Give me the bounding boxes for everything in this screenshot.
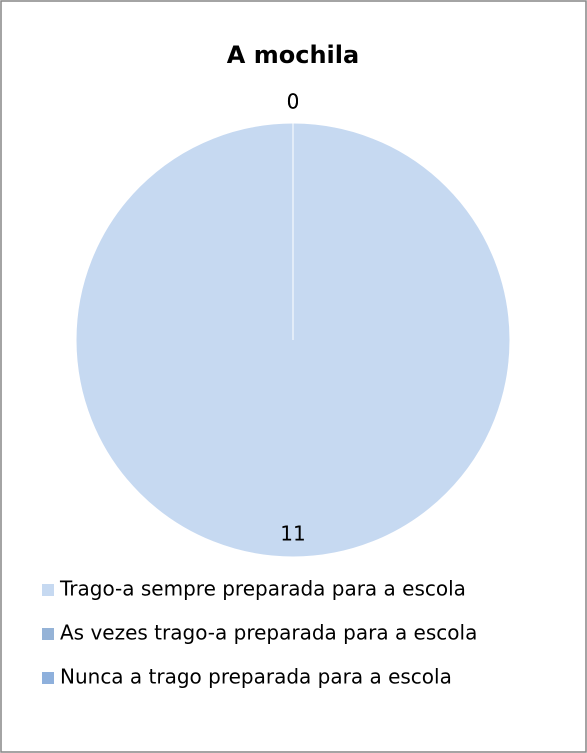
legend-swatch — [42, 628, 54, 640]
legend-label: Nunca a trago preparada para a escola — [60, 665, 452, 689]
legend-swatch — [42, 584, 54, 596]
data-label: 0 — [287, 90, 300, 114]
data-label: 11 — [280, 522, 305, 546]
legend-label: Trago-a sempre preparada para a escola — [59, 577, 466, 601]
legend-swatch — [42, 672, 54, 684]
legend-label: As vezes trago-a preparada para a escola — [60, 621, 477, 645]
chart-title: A mochila — [227, 41, 359, 69]
data-label: 0 — [287, 90, 300, 114]
